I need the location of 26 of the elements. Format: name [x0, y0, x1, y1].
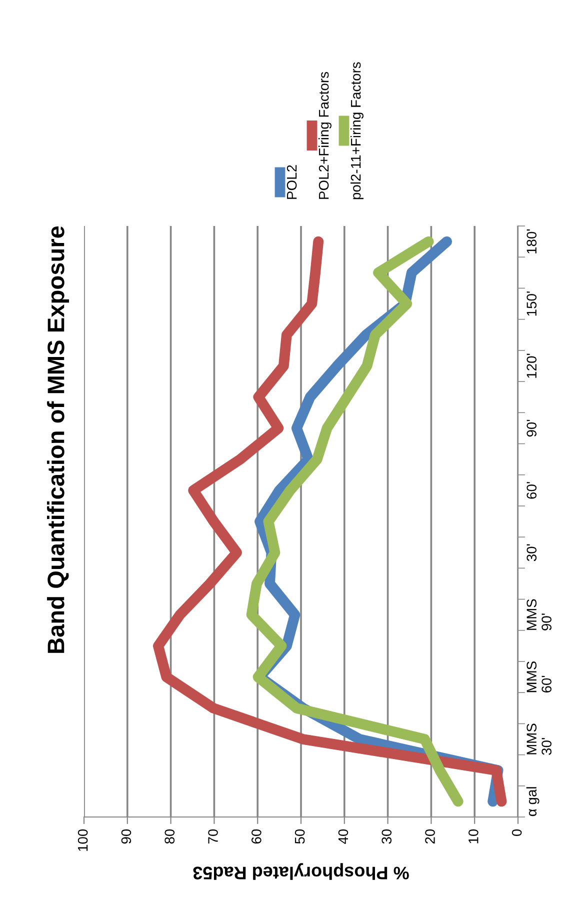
x-tick-label: 0: [512, 829, 522, 836]
legend-label: POL2: [286, 165, 297, 199]
y-tick-label: 180': [526, 229, 537, 254]
y-tick-label: MMS 30': [526, 724, 552, 755]
x-tick-label: 100: [78, 829, 88, 851]
y-tick-label: MMS 90': [526, 599, 552, 630]
x-tick-label: 20: [425, 829, 435, 844]
y-tick-label: MMS 60': [526, 661, 552, 693]
x-tick-label: 60: [251, 829, 262, 844]
text: Band Quantification of MMS Exposure: [46, 226, 70, 653]
x-tick-label: 10: [468, 829, 478, 844]
y-tick-label: 90': [526, 420, 537, 437]
legend-label: POL2+Firing Factors: [318, 72, 332, 199]
x-tick-label: 70: [208, 829, 218, 844]
y-tick-label: 30': [526, 544, 537, 562]
y-tick-label: 120': [526, 354, 537, 378]
x-tick-label: 30: [382, 829, 392, 844]
y-tick-label: 150': [526, 292, 537, 316]
x-tick-label: 80: [164, 829, 175, 844]
x-tick-label: 40: [338, 829, 348, 844]
x-axis-title: % Phosphorylated Rad53: [193, 863, 409, 880]
x-tick-label: 90: [121, 829, 132, 844]
x-tick-label: 50: [294, 829, 305, 844]
y-tick-label: α gal: [526, 787, 540, 816]
y-tick-label: 60': [526, 482, 537, 499]
legend-label: pol2-11+Firing Factors: [350, 62, 364, 200]
